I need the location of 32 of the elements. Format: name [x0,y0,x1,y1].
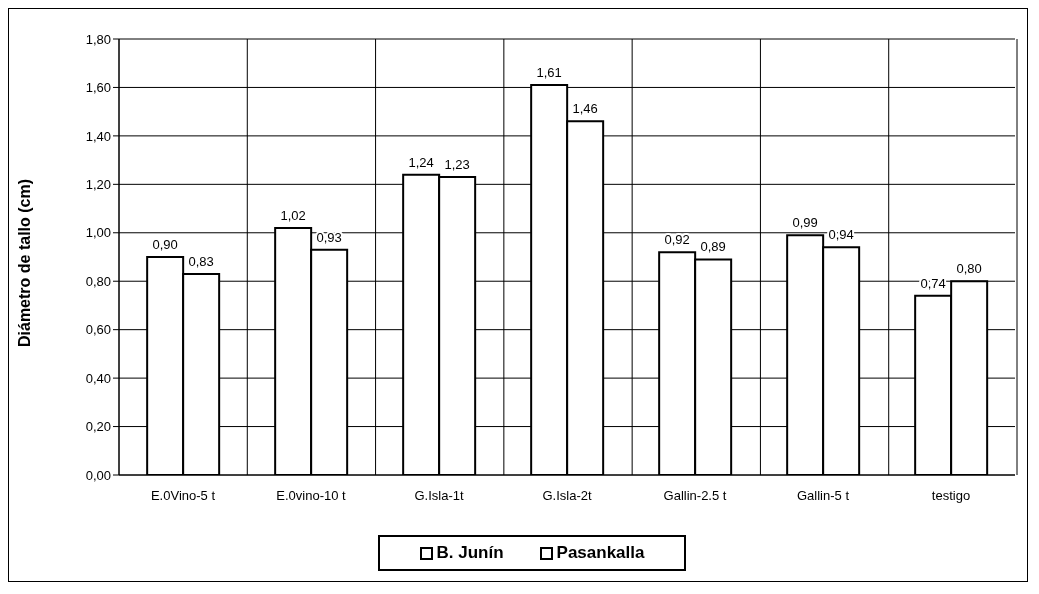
y-tick-label: 1,40 [85,128,111,144]
x-tick-label: E.0Vino-5 t [150,488,216,504]
x-tick-label: testigo [931,488,971,504]
legend-label: B. Junín [435,543,504,563]
y-tick-label: 0,20 [85,419,111,435]
data-label: 0,89 [700,239,726,255]
data-label: 0,80 [956,261,982,277]
legend-label: Pasankalla [555,543,645,563]
data-label: 0,99 [792,215,818,231]
y-tick-label: 0,60 [85,322,111,338]
y-tick-label: 0,40 [85,370,111,386]
data-label: 1,23 [444,157,470,173]
y-axis-title: Diámetro de tallo (cm) [15,178,33,347]
y-tick-label: 1,80 [85,31,111,47]
x-tick-label: Gallin-2.5 t [663,488,727,504]
y-tick-label: 1,60 [85,80,111,96]
y-tick-label: 1,20 [85,176,111,192]
x-tick-label: G.Isla-1t [414,488,464,504]
x-tick-label: E.0vino-10 t [276,488,347,504]
data-label: 0,93 [316,229,342,245]
data-label: 0,90 [152,237,178,252]
data-label: 1,24 [408,154,434,170]
data-label: 1,61 [536,65,562,81]
data-label: 1,02 [280,207,306,223]
x-tick-label: G.Isla-2t [542,488,592,504]
data-label: 0,92 [664,232,690,248]
data-label: 0,83 [188,253,214,269]
y-tick-label: 1,00 [85,225,111,241]
data-label: 1,46 [572,101,598,117]
y-tick-label: 0,80 [85,273,111,289]
y-tick-label: 0,00 [85,467,111,483]
x-tick-label: Gallin-5 t [796,488,850,504]
